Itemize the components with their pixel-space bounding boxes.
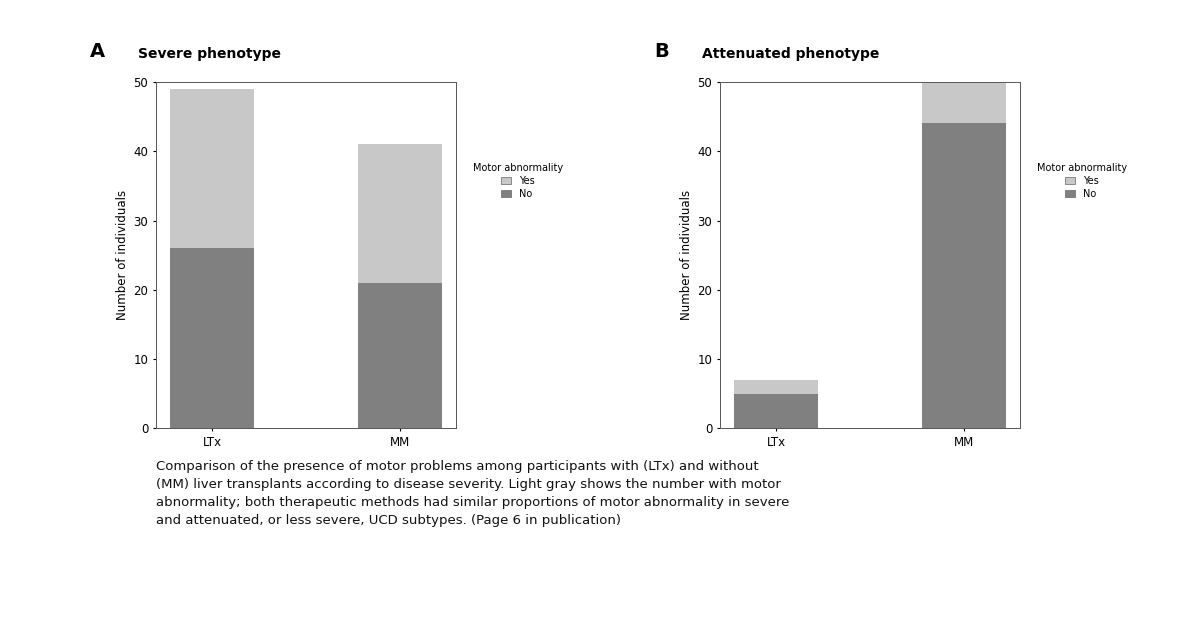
Text: Severe phenotype: Severe phenotype (138, 47, 281, 61)
Bar (358, 144, 443, 283)
Y-axis label: Number of individuals: Number of individuals (680, 190, 694, 320)
Legend: Yes, No: Yes, No (1037, 163, 1127, 199)
Bar (733, 394, 818, 428)
Bar (922, 123, 1007, 428)
Y-axis label: Number of individuals: Number of individuals (116, 190, 130, 320)
Bar (169, 248, 254, 428)
Text: A: A (90, 42, 106, 61)
Text: Comparison of the presence of motor problems among participants with (LTx) and w: Comparison of the presence of motor prob… (156, 460, 790, 527)
Bar (733, 380, 818, 394)
Text: Attenuated phenotype: Attenuated phenotype (702, 47, 880, 61)
Bar (358, 283, 443, 428)
Legend: Yes, No: Yes, No (473, 163, 563, 199)
Bar (169, 89, 254, 248)
Text: B: B (654, 42, 668, 61)
Bar (922, 75, 1007, 123)
